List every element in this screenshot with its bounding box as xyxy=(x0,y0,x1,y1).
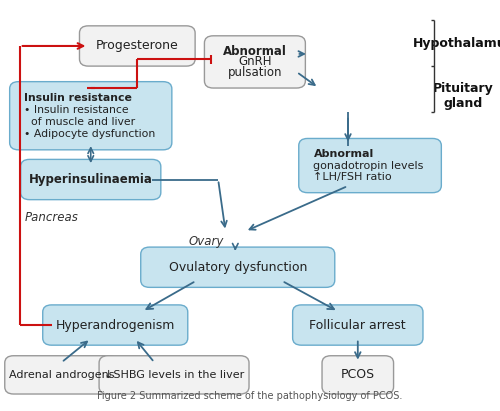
Text: pulsation: pulsation xyxy=(228,66,282,79)
Text: of muscle and liver: of muscle and liver xyxy=(24,117,136,127)
FancyBboxPatch shape xyxy=(140,247,335,287)
Text: Ovulatory dysfunction: Ovulatory dysfunction xyxy=(168,261,307,274)
Text: Follicular arrest: Follicular arrest xyxy=(310,319,406,332)
Text: Adrenal androgens: Adrenal androgens xyxy=(8,370,114,380)
Text: gonadotropin levels: gonadotropin levels xyxy=(314,161,424,171)
FancyBboxPatch shape xyxy=(322,356,394,394)
FancyBboxPatch shape xyxy=(5,356,118,394)
Text: • Adipocyte dysfunction: • Adipocyte dysfunction xyxy=(24,129,156,139)
Text: Pituitary
gland: Pituitary gland xyxy=(433,82,494,110)
Text: ↑LH/FSH ratio: ↑LH/FSH ratio xyxy=(314,172,392,182)
Text: • Insulin resistance: • Insulin resistance xyxy=(24,105,129,115)
FancyBboxPatch shape xyxy=(42,305,188,345)
FancyBboxPatch shape xyxy=(99,356,249,394)
FancyBboxPatch shape xyxy=(10,82,172,150)
Text: PCOS: PCOS xyxy=(340,368,375,381)
FancyBboxPatch shape xyxy=(204,36,306,88)
Text: Insulin resistance: Insulin resistance xyxy=(24,93,132,103)
Text: Figure 2 Summarized scheme of the pathophysiology of PCOS.: Figure 2 Summarized scheme of the pathop… xyxy=(98,391,403,401)
FancyBboxPatch shape xyxy=(80,26,195,66)
Text: ↓SHBG levels in the liver: ↓SHBG levels in the liver xyxy=(104,370,244,380)
FancyBboxPatch shape xyxy=(292,305,423,345)
Text: Hyperandrogenism: Hyperandrogenism xyxy=(56,319,175,332)
Text: Progesterone: Progesterone xyxy=(96,39,178,53)
Text: Abnormal: Abnormal xyxy=(314,149,374,159)
Text: Ovary: Ovary xyxy=(188,235,224,248)
Text: Hypothalamus: Hypothalamus xyxy=(412,37,500,51)
Text: Hyperinsulinaemia: Hyperinsulinaemia xyxy=(29,173,152,186)
FancyBboxPatch shape xyxy=(20,159,161,200)
Text: GnRH: GnRH xyxy=(238,55,272,68)
Text: Abnormal: Abnormal xyxy=(223,45,287,58)
FancyBboxPatch shape xyxy=(299,139,442,193)
Text: Pancreas: Pancreas xyxy=(24,211,78,224)
